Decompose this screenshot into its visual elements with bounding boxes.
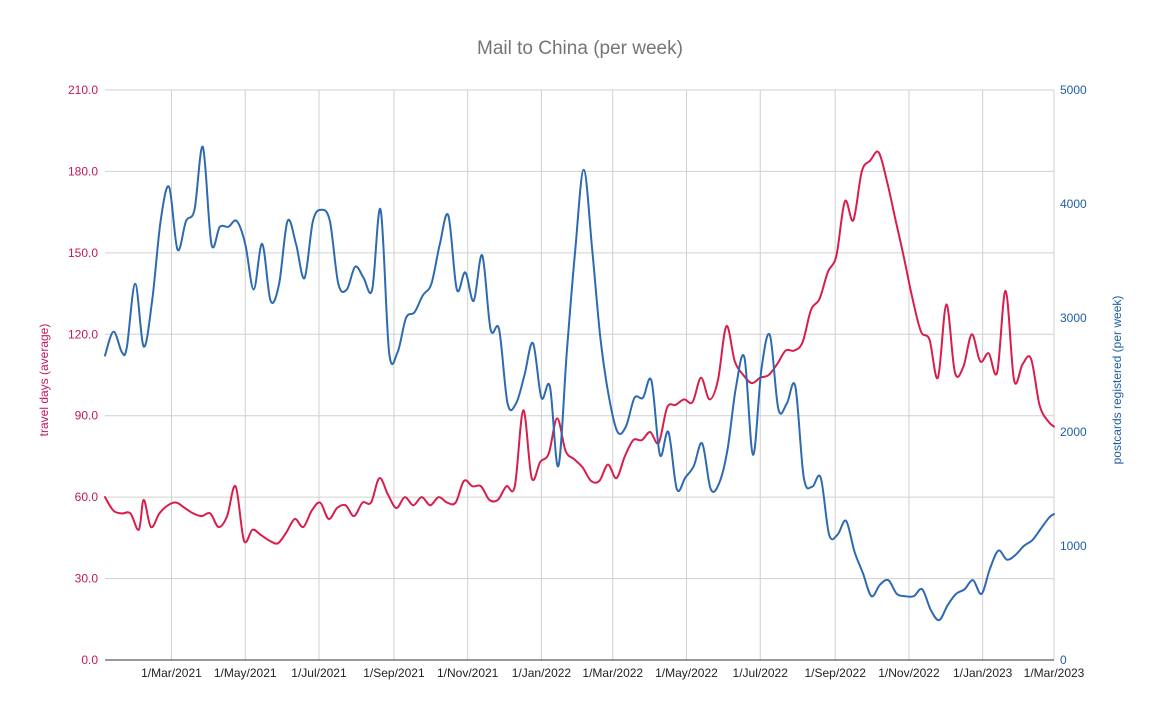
right-tick-label: 1000 — [1060, 539, 1087, 553]
travel-days-line — [104, 150, 1055, 545]
postcards-line — [104, 145, 1055, 622]
x-tick-label: 1/Jul/2022 — [733, 666, 789, 680]
x-tick-label: 1/Sep/2021 — [363, 666, 425, 680]
left-tick-label: 120.0 — [68, 327, 98, 341]
x-axis-ticks: 1/Mar/2021 1/May/2021 1/Jul/2021 1/Sep/2021… — [141, 666, 1085, 680]
left-y-axis-ticks: 0.0 30.0 60.0 90.0 120.0 150.0 180.0 210.0 — [68, 83, 98, 667]
left-tick-label: 30.0 — [75, 572, 99, 586]
chart-title: Mail to China (per week) — [477, 38, 683, 59]
right-y-axis-ticks: 0 1000 2000 3000 4000 5000 — [1060, 83, 1087, 667]
right-tick-label: 2000 — [1060, 425, 1087, 439]
vertical-gridlines — [170, 90, 1055, 660]
right-tick-label: 0 — [1060, 653, 1067, 667]
left-tick-label: 210.0 — [68, 83, 98, 97]
right-tick-label: 3000 — [1060, 311, 1087, 325]
x-tick-label: 1/May/2022 — [655, 666, 718, 680]
x-tick-label: 1/May/2021 — [214, 666, 277, 680]
x-tick-label: 1/Mar/2021 — [141, 666, 202, 680]
x-tick-label: 1/Mar/2022 — [582, 666, 643, 680]
left-tick-label: 0.0 — [81, 653, 98, 667]
x-tick-label: 1/Nov/2021 — [437, 666, 499, 680]
right-tick-label: 4000 — [1060, 197, 1087, 211]
right-y-axis-title: postcards registered (per week) — [1110, 296, 1124, 465]
left-tick-label: 180.0 — [68, 164, 98, 178]
series-layer — [104, 145, 1055, 622]
x-tick-label: 1/Nov/2022 — [878, 666, 940, 680]
x-tick-label: 1/Mar/2023 — [1024, 666, 1085, 680]
x-tick-label: 1/Jan/2023 — [953, 666, 1013, 680]
x-tick-label: 1/Jan/2022 — [512, 666, 572, 680]
left-y-axis-title: travel days (average) — [37, 324, 51, 437]
right-tick-label: 5000 — [1060, 83, 1087, 97]
x-tick-label: 1/Jul/2021 — [291, 666, 347, 680]
left-tick-label: 60.0 — [75, 490, 99, 504]
x-tick-label: 1/Sep/2022 — [804, 666, 866, 680]
horizontal-gridlines — [105, 89, 1054, 580]
left-tick-label: 150.0 — [68, 246, 98, 260]
left-tick-label: 90.0 — [75, 409, 99, 423]
